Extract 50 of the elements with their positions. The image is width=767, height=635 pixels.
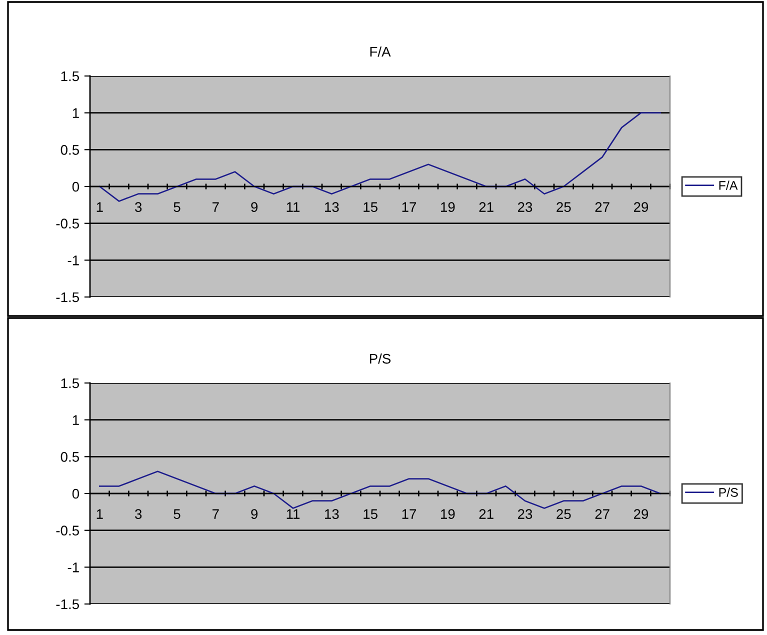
legend-label: F/A bbox=[719, 180, 738, 190]
x-tick-label: 1 bbox=[96, 509, 103, 519]
y-tick-label: -0.5 bbox=[56, 526, 80, 536]
y-tick-label: 1.5 bbox=[61, 71, 80, 82]
chart-title: P/S bbox=[370, 353, 391, 364]
y-tick-label: -0.5 bbox=[56, 218, 80, 229]
y-tick-label: 1 bbox=[72, 415, 79, 425]
y-tick-label: -1.5 bbox=[56, 292, 80, 302]
y-tick-label: 0 bbox=[72, 488, 80, 499]
x-tick-label: 29 bbox=[634, 509, 648, 519]
x-tick-label: 11 bbox=[286, 509, 300, 519]
x-tick-label: 1 bbox=[96, 202, 103, 212]
y-tick-label: -1 bbox=[68, 256, 79, 266]
x-tick-label: 27 bbox=[595, 509, 610, 519]
x-tick-label: 13 bbox=[325, 509, 339, 519]
chart-title: F/A bbox=[370, 46, 391, 57]
legend-label: P/S bbox=[719, 488, 738, 497]
x-tick-label: 15 bbox=[364, 202, 378, 212]
y-tick-label: -1 bbox=[68, 562, 79, 572]
x-tick-label: 17 bbox=[402, 509, 416, 519]
x-tick-label: 9 bbox=[251, 202, 258, 212]
line-series bbox=[98, 470, 662, 509]
x-tick-label: 21 bbox=[479, 509, 494, 519]
x-tick-label: 23 bbox=[518, 202, 532, 212]
x-tick-label: 13 bbox=[325, 202, 339, 212]
x-tick-label: 3 bbox=[135, 509, 142, 519]
x-tick-label: 17 bbox=[402, 202, 416, 212]
x-tick-label: 19 bbox=[441, 202, 455, 212]
line-series bbox=[98, 112, 662, 202]
x-tick-label: 15 bbox=[364, 509, 378, 519]
y-tick-label: -1.5 bbox=[56, 599, 80, 610]
y-tick-label: 0 bbox=[72, 182, 80, 192]
y-tick-label: 0.5 bbox=[60, 145, 80, 155]
x-tick-label: 3 bbox=[135, 202, 142, 212]
x-tick-label: 5 bbox=[174, 202, 180, 212]
x-tick-label: 19 bbox=[441, 509, 455, 519]
x-tick-label: 11 bbox=[286, 202, 300, 212]
x-tick-label: 25 bbox=[556, 509, 571, 519]
x-tick-label: 25 bbox=[556, 202, 571, 212]
y-tick-label: 0.5 bbox=[60, 452, 80, 462]
x-tick-label: 27 bbox=[595, 202, 610, 212]
x-tick-label: 29 bbox=[634, 202, 648, 212]
x-tick-label: 7 bbox=[212, 202, 219, 212]
x-tick-label: 9 bbox=[251, 509, 258, 519]
y-tick-label: 1 bbox=[72, 108, 79, 118]
x-tick-label: 5 bbox=[174, 509, 180, 519]
x-tick-label: 23 bbox=[518, 509, 532, 519]
x-tick-label: 21 bbox=[479, 202, 494, 212]
y-tick-label: 1.5 bbox=[61, 378, 80, 388]
x-tick-label: 7 bbox=[212, 509, 219, 519]
